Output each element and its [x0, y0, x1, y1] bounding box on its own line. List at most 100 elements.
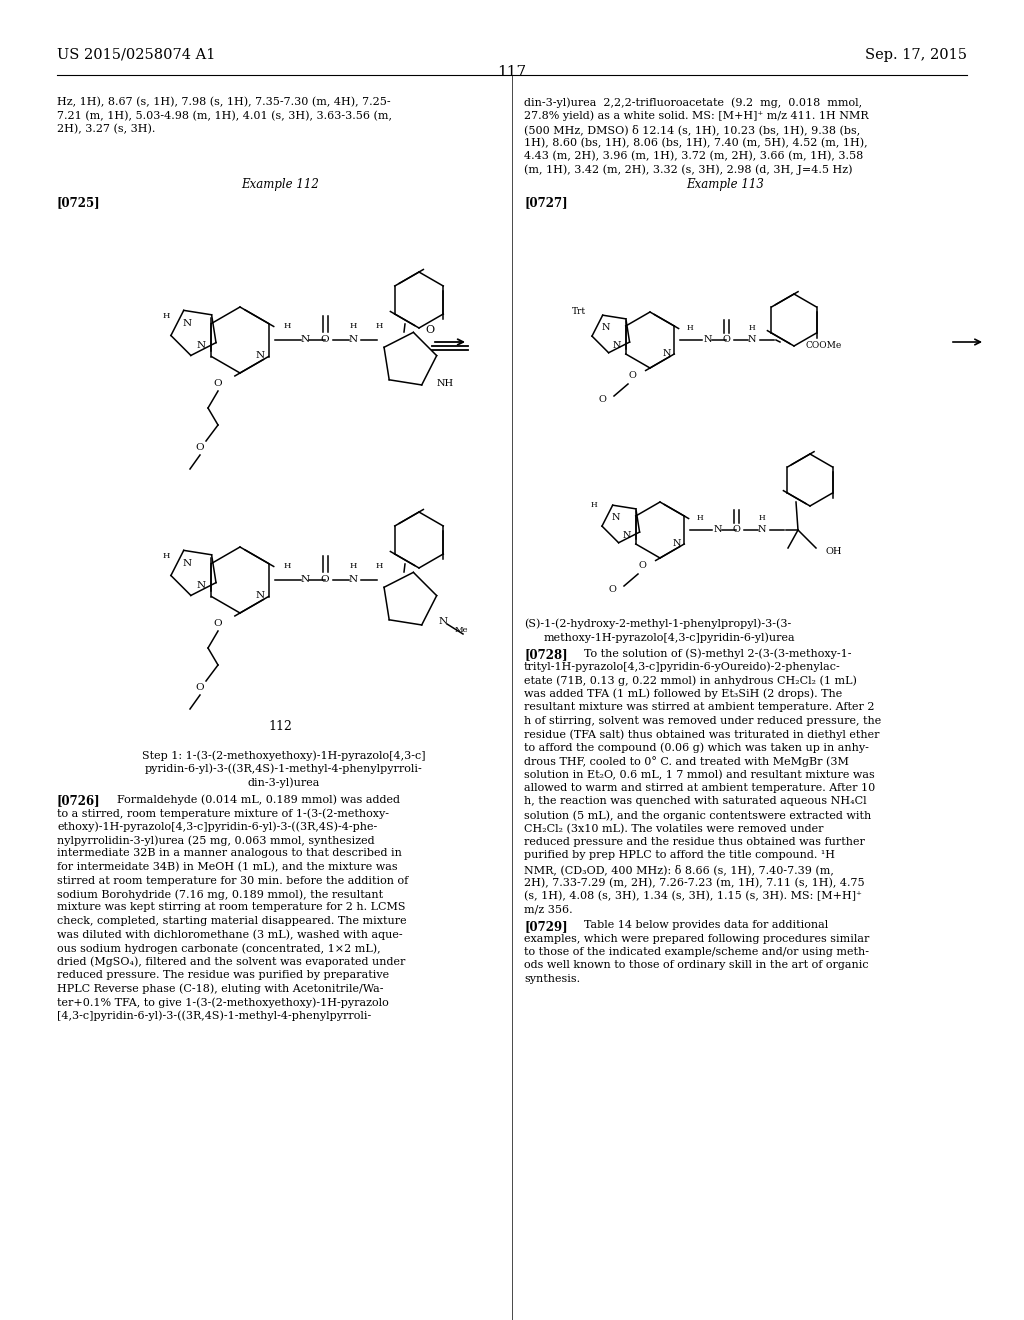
Text: to those of the indicated example/scheme and/or using meth-: to those of the indicated example/scheme…: [524, 946, 869, 957]
Text: O: O: [196, 444, 205, 453]
Text: resultant mixture was stirred at ambient temperature. After 2: resultant mixture was stirred at ambient…: [524, 702, 874, 711]
Text: drous THF, cooled to 0° C. and treated with MeMgBr (3M: drous THF, cooled to 0° C. and treated w…: [524, 756, 849, 767]
Text: mixture was kept stirring at room temperature for 2 h. LCMS: mixture was kept stirring at room temper…: [57, 903, 406, 912]
Text: N: N: [196, 342, 205, 350]
Text: (S)-1-(2-hydroxy-2-methyl-1-phenylpropyl)-3-(3-: (S)-1-(2-hydroxy-2-methyl-1-phenylpropyl…: [524, 618, 792, 628]
Text: was added TFA (1 mL) followed by Et₃SiH (2 drops). The: was added TFA (1 mL) followed by Et₃SiH …: [524, 689, 843, 700]
Text: Example 113: Example 113: [686, 178, 764, 191]
Text: N: N: [348, 335, 357, 345]
Text: N: N: [255, 351, 264, 360]
Text: Table 14 below provides data for additional: Table 14 below provides data for additio…: [584, 920, 828, 931]
Text: h, the reaction was quenched with saturated aqueous NH₄Cl: h, the reaction was quenched with satura…: [524, 796, 866, 807]
Text: 2H), 7.33-7.29 (m, 2H), 7.26-7.23 (m, 1H), 7.11 (s, 1H), 4.75: 2H), 7.33-7.29 (m, 2H), 7.26-7.23 (m, 1H…: [524, 878, 864, 888]
Text: pyridin-6-yl)-3-((3R,4S)-1-methyl-4-phenylpyrroli-: pyridin-6-yl)-3-((3R,4S)-1-methyl-4-phen…: [145, 763, 423, 774]
Text: O: O: [598, 396, 606, 404]
Text: N: N: [196, 581, 205, 590]
Text: solution (5 mL), and the organic contentswere extracted with: solution (5 mL), and the organic content…: [524, 810, 871, 821]
Text: trityl-1H-pyrazolo[4,3-c]pyridin-6-yOureido)-2-phenylac-: trityl-1H-pyrazolo[4,3-c]pyridin-6-yOure…: [524, 661, 841, 672]
Text: purified by prep HPLC to afford the title compound. ¹H: purified by prep HPLC to afford the titl…: [524, 850, 835, 861]
Text: NMR, (CD₃OD, 400 MHz): δ 8.66 (s, 1H), 7.40-7.39 (m,: NMR, (CD₃OD, 400 MHz): δ 8.66 (s, 1H), 7…: [524, 865, 834, 875]
Text: H: H: [591, 502, 597, 510]
Text: N: N: [301, 576, 310, 585]
Text: H: H: [163, 552, 170, 560]
Text: H: H: [349, 562, 356, 570]
Text: N: N: [439, 618, 449, 627]
Text: check, completed, starting material disappeared. The mixture: check, completed, starting material disa…: [57, 916, 407, 927]
Text: etate (71B, 0.13 g, 0.22 mmol) in anhydrous CH₂Cl₂ (1 mL): etate (71B, 0.13 g, 0.22 mmol) in anhydr…: [524, 675, 857, 685]
Text: h of stirring, solvent was removed under reduced pressure, the: h of stirring, solvent was removed under…: [524, 715, 882, 726]
Text: O: O: [214, 379, 222, 388]
Text: N: N: [612, 341, 621, 350]
Text: nylpyrrolidin-3-yl)urea (25 mg, 0.063 mmol, synthesized: nylpyrrolidin-3-yl)urea (25 mg, 0.063 mm…: [57, 836, 375, 846]
Text: H: H: [759, 513, 765, 521]
Text: 7.21 (m, 1H), 5.03-4.98 (m, 1H), 4.01 (s, 3H), 3.63-3.56 (m,: 7.21 (m, 1H), 5.03-4.98 (m, 1H), 4.01 (s…: [57, 111, 392, 121]
Text: HPLC Reverse phase (C-18), eluting with Acetonitrile/Wa-: HPLC Reverse phase (C-18), eluting with …: [57, 983, 384, 994]
Text: stirred at room temperature for 30 min. before the addition of: stirred at room temperature for 30 min. …: [57, 875, 409, 886]
Text: [0726]: [0726]: [57, 795, 100, 808]
Text: (m, 1H), 3.42 (m, 2H), 3.32 (s, 3H), 2.98 (d, 3H, J=4.5 Hz): (m, 1H), 3.42 (m, 2H), 3.32 (s, 3H), 2.9…: [524, 165, 853, 176]
Text: N: N: [663, 348, 672, 358]
Text: H: H: [687, 323, 693, 333]
Text: sodium Borohydride (7.16 mg, 0.189 mmol), the resultant: sodium Borohydride (7.16 mg, 0.189 mmol)…: [57, 888, 383, 899]
Text: 112: 112: [268, 719, 292, 733]
Text: allowed to warm and stirred at ambient temperature. After 10: allowed to warm and stirred at ambient t…: [524, 783, 876, 793]
Text: N: N: [758, 525, 766, 535]
Text: COOMe: COOMe: [806, 342, 843, 351]
Text: N: N: [714, 525, 723, 535]
Text: 4.43 (m, 2H), 3.96 (m, 1H), 3.72 (m, 2H), 3.66 (m, 1H), 3.58: 4.43 (m, 2H), 3.96 (m, 1H), 3.72 (m, 2H)…: [524, 150, 863, 161]
Text: O: O: [214, 619, 222, 627]
Text: reduced pressure and the residue thus obtained was further: reduced pressure and the residue thus ob…: [524, 837, 865, 847]
Text: H: H: [749, 323, 756, 333]
Text: H: H: [696, 513, 703, 521]
Text: H: H: [376, 322, 383, 330]
Text: O: O: [425, 325, 434, 335]
Text: [0729]: [0729]: [524, 920, 567, 933]
Text: N: N: [348, 576, 357, 585]
Text: O: O: [608, 586, 616, 594]
Text: O: O: [628, 371, 636, 380]
Text: N: N: [748, 335, 757, 345]
Text: N: N: [182, 560, 191, 568]
Text: to afford the compound (0.06 g) which was taken up in anhy-: to afford the compound (0.06 g) which wa…: [524, 742, 869, 754]
Text: [0727]: [0727]: [524, 195, 567, 209]
Text: Step 1: 1-(3-(2-methoxyethoxy)-1H-pyrazolo[4,3-c]: Step 1: 1-(3-(2-methoxyethoxy)-1H-pyrazo…: [142, 750, 426, 760]
Text: dried (MgSO₄), filtered and the solvent was evaporated under: dried (MgSO₄), filtered and the solvent …: [57, 957, 406, 968]
Text: O: O: [732, 525, 740, 535]
Text: for intermeidate 34B) in MeOH (1 mL), and the mixture was: for intermeidate 34B) in MeOH (1 mL), an…: [57, 862, 397, 873]
Text: Me: Me: [455, 626, 468, 634]
Text: (s, 1H), 4.08 (s, 3H), 1.34 (s, 3H), 1.15 (s, 3H). MS: [M+H]⁺: (s, 1H), 4.08 (s, 3H), 1.34 (s, 3H), 1.1…: [524, 891, 862, 902]
Text: m/z 356.: m/z 356.: [524, 904, 572, 915]
Text: O: O: [638, 561, 646, 570]
Text: O: O: [196, 684, 205, 693]
Text: din-3-yl)urea  2,2,2-trifluoroacetate  (9.2  mg,  0.018  mmol,: din-3-yl)urea 2,2,2-trifluoroacetate (9.…: [524, 96, 862, 107]
Text: OH: OH: [826, 548, 843, 557]
Text: [0728]: [0728]: [524, 648, 567, 661]
Text: N: N: [301, 335, 310, 345]
Text: O: O: [321, 576, 330, 585]
Text: residue (TFA salt) thus obtained was triturated in diethyl ether: residue (TFA salt) thus obtained was tri…: [524, 729, 880, 739]
Text: was diluted with dichloromethane (3 mL), washed with aque-: was diluted with dichloromethane (3 mL),…: [57, 929, 402, 940]
Text: solution in Et₂O, 0.6 mL, 1 7 mmol) and resultant mixture was: solution in Et₂O, 0.6 mL, 1 7 mmol) and …: [524, 770, 874, 780]
Text: 117: 117: [498, 65, 526, 79]
Text: H: H: [349, 322, 356, 330]
Text: H: H: [163, 312, 170, 319]
Text: H: H: [376, 562, 383, 570]
Text: N: N: [255, 591, 264, 601]
Text: ous sodium hydrogen carbonate (concentrated, 1×2 mL),: ous sodium hydrogen carbonate (concentra…: [57, 942, 381, 953]
Text: to a stirred, room temperature mixture of 1-(3-(2-methoxy-: to a stirred, room temperature mixture o…: [57, 808, 389, 818]
Text: NH: NH: [437, 380, 454, 388]
Text: Trt: Trt: [571, 306, 586, 315]
Text: 2H), 3.27 (s, 3H).: 2H), 3.27 (s, 3H).: [57, 124, 156, 135]
Text: N: N: [182, 319, 191, 329]
Text: reduced pressure. The residue was purified by preparative: reduced pressure. The residue was purifi…: [57, 970, 389, 979]
Text: methoxy-1H-pyrazolo[4,3-c]pyridin-6-yl)urea: methoxy-1H-pyrazolo[4,3-c]pyridin-6-yl)u…: [544, 632, 796, 643]
Text: N: N: [705, 335, 713, 345]
Text: To the solution of (S)-methyl 2-(3-(3-methoxy-1-: To the solution of (S)-methyl 2-(3-(3-me…: [584, 648, 852, 659]
Text: din-3-yl)urea: din-3-yl)urea: [248, 777, 321, 788]
Text: [4,3-c]pyridin-6-yl)-3-((3R,4S)-1-methyl-4-phenylpyrroli-: [4,3-c]pyridin-6-yl)-3-((3R,4S)-1-methyl…: [57, 1011, 372, 1022]
Text: H: H: [284, 562, 291, 570]
Text: N: N: [673, 539, 681, 548]
Text: (500 MHz, DMSO) δ 12.14 (s, 1H), 10.23 (bs, 1H), 9.38 (bs,: (500 MHz, DMSO) δ 12.14 (s, 1H), 10.23 (…: [524, 124, 860, 135]
Text: ter+0.1% TFA, to give 1-(3-(2-methoxyethoxy)-1H-pyrazolo: ter+0.1% TFA, to give 1-(3-(2-methoxyeth…: [57, 997, 389, 1007]
Text: intermediate 32B in a manner analogous to that described in: intermediate 32B in a manner analogous t…: [57, 849, 401, 858]
